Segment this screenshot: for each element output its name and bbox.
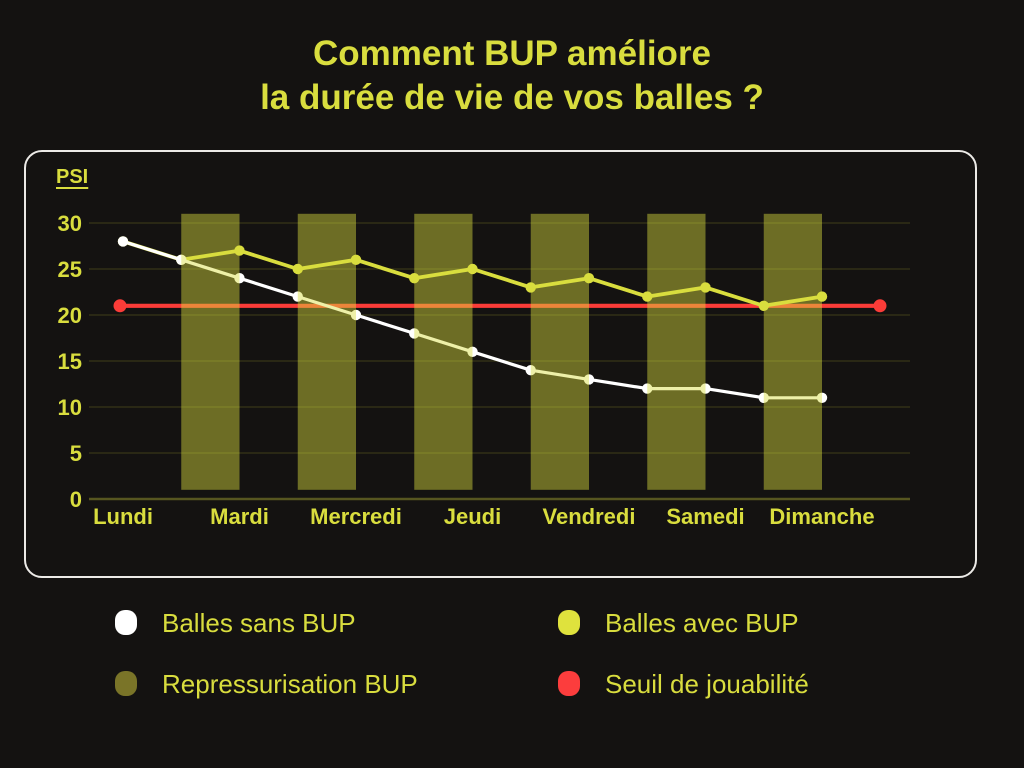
svg-text:Samedi: Samedi [666,504,744,529]
svg-text:Mercredi: Mercredi [310,504,402,529]
legend-item-balles-sans-bup: Balles sans BUP [115,607,356,638]
svg-text:Mardi: Mardi [210,504,269,529]
legend-label-repressurisation-bup: Repressurisation BUP [162,668,418,699]
svg-text:15: 15 [58,349,82,374]
svg-text:30: 30 [58,211,82,236]
legend-swatch-repressurisation-bup [115,671,137,696]
legend-label-balles-sans-bup: Balles sans BUP [162,607,356,638]
page-title-line1: Comment BUP améliore [312,34,712,73]
chart-svg: 0 5 10 15 20 25 30 Lundi Mardi Mercredi Jeudi Vendr… [58,211,910,529]
page-title: Comment BUP améliore la durée de vie de … [0,32,1024,120]
svg-text:25: 25 [58,257,82,282]
svg-text:10: 10 [58,395,82,420]
legend-item-balles-avec-bup: Balles avec BUP [558,607,799,638]
legend-item-seuil-de-jouabilite: Seuil de jouabilité [558,668,809,699]
svg-text:0: 0 [70,487,82,512]
svg-text:20: 20 [58,303,82,328]
legend-swatch-balles-avec-bup [558,610,580,635]
svg-text:Lundi: Lundi [93,504,153,529]
legend-item-repressurisation-bup: Repressurisation BUP [115,668,418,699]
legend-swatch-seuil-de-jouabilite [558,671,580,696]
svg-text:Dimanche: Dimanche [769,504,874,529]
legend-label-seuil-de-jouabilite: Seuil de jouabilité [605,668,809,699]
y-axis-title: PSI [56,166,89,188]
svg-text:5: 5 [70,441,82,466]
chart-panel: PSI 0 5 10 15 20 25 30 Lundi Mardi Mercredi Jeudi V… [24,150,977,578]
svg-text:Jeudi: Jeudi [444,504,501,529]
svg-text:Vendredi: Vendredi [543,504,636,529]
page-title-line2: la durée de vie de vos balles ? [260,78,764,117]
legend-label-balles-avec-bup: Balles avec BUP [605,607,799,638]
legend-swatch-balles-sans-bup [115,610,137,635]
